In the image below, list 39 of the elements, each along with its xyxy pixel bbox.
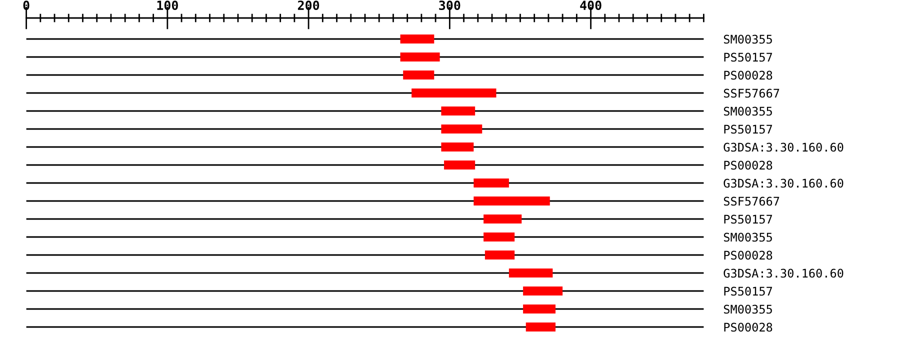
y-tick-label: PS00028 — [724, 322, 772, 332]
y-tick-label: SM00355 — [724, 106, 772, 116]
bar — [526, 322, 556, 332]
bar — [484, 232, 515, 242]
x-tick-label: 0 — [23, 0, 30, 10]
y-tick-label: SM00355 — [724, 304, 772, 314]
y-tick-label: PS50157 — [724, 286, 772, 296]
bar — [523, 304, 556, 314]
y-tick-label: G3DSA:3.30.160.60 — [724, 268, 844, 278]
bar — [412, 88, 496, 98]
bar — [441, 106, 476, 116]
y-tick-label: PS50157 — [724, 124, 772, 134]
y-tick-label: SSF57667 — [724, 196, 780, 206]
y-tick-label: G3DSA:3.30.160.60 — [724, 142, 844, 152]
bar — [508, 268, 553, 278]
bar — [403, 70, 434, 80]
y-tick-label: PS00028 — [724, 70, 772, 80]
y-tick-label: PS50157 — [724, 52, 772, 62]
bar — [444, 160, 476, 170]
bar — [484, 250, 515, 260]
bar — [441, 142, 474, 152]
y-tick-label: SM00355 — [724, 232, 772, 242]
bar — [400, 52, 440, 62]
bar — [523, 286, 563, 296]
y-tick-label: PS00028 — [724, 250, 772, 260]
y-tick-label: SM00355 — [724, 34, 772, 44]
bar — [400, 34, 434, 44]
x-tick-label: 400 — [580, 0, 602, 10]
x-tick-label: 200 — [298, 0, 320, 10]
x-tick-label: 100 — [157, 0, 178, 10]
bar — [484, 214, 522, 224]
bar — [474, 178, 509, 188]
bar — [474, 196, 550, 206]
bar — [441, 124, 482, 134]
y-tick-label: SSF57667 — [724, 88, 780, 98]
y-tick-label: PS50157 — [724, 214, 772, 224]
y-tick-label: G3DSA:3.30.160.60 — [724, 178, 844, 188]
y-tick-label: PS00028 — [724, 160, 772, 170]
x-tick-label: 300 — [439, 0, 460, 10]
